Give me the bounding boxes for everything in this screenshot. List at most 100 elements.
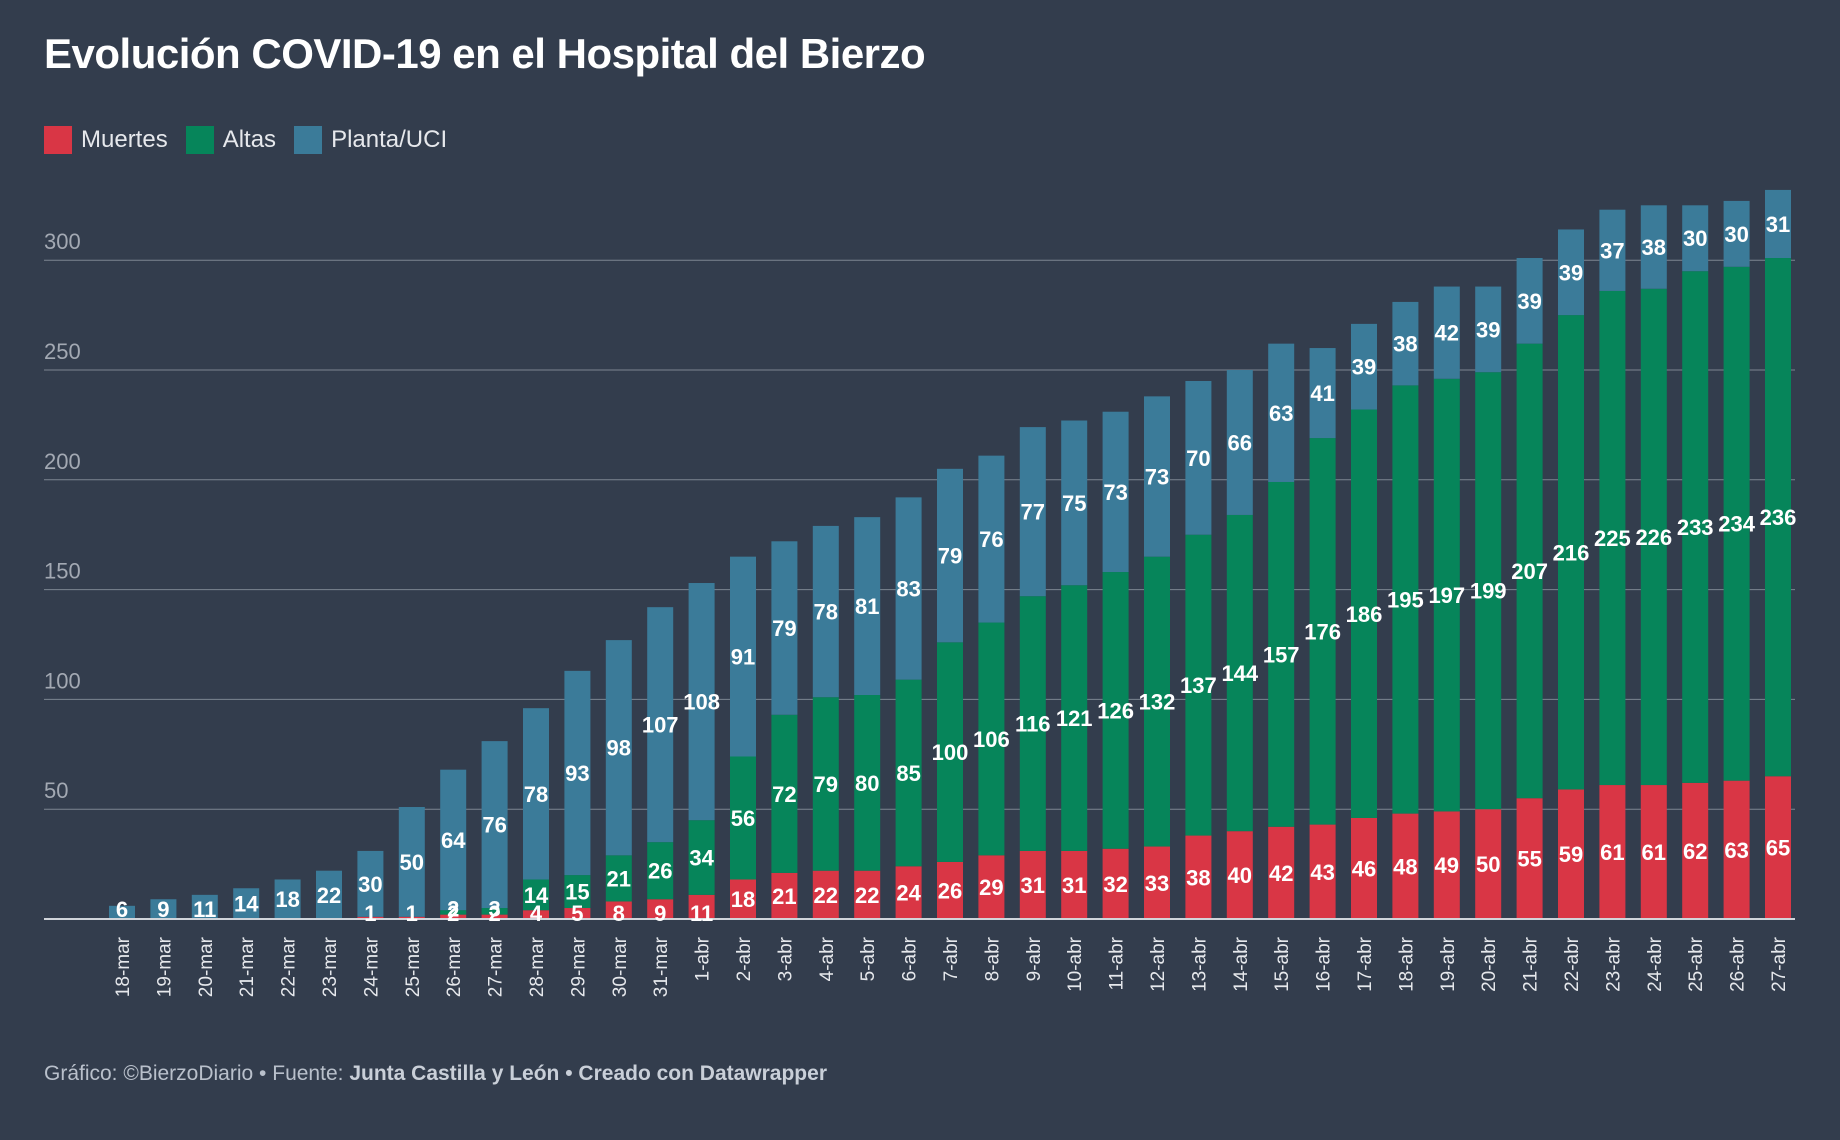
- y-tick-label-300: 300: [44, 229, 81, 254]
- data-label-muertes-30-mar: 8: [613, 901, 625, 926]
- legend-item-altas: Altas: [185, 126, 277, 154]
- data-label-plantauci-23-mar: 22: [317, 883, 341, 908]
- data-label-plantauci-14-abr: 66: [1228, 430, 1252, 455]
- bar-plantauci-3-abr: [771, 541, 798, 715]
- bar-plantauci-31-mar: [647, 607, 674, 843]
- bar-plantauci-18-mar: [109, 905, 135, 919]
- x-tick-label-27-mar: 27-mar: [486, 936, 507, 997]
- bar-muertes-15-abr: [1268, 826, 1295, 919]
- bar-altas-4-abr: [812, 697, 839, 871]
- data-label-muertes-25-mar: 1: [406, 901, 418, 926]
- data-label-plantauci-24-abr: 38: [1642, 235, 1666, 260]
- chart-title: Evolución COVID-19 en el Hospital del Bi…: [44, 30, 926, 77]
- bar-muertes-18-abr: [1392, 813, 1419, 919]
- bar-plantauci-2-abr: [730, 556, 756, 757]
- data-label-plantauci-8-abr: 76: [979, 527, 1003, 552]
- data-label-altas-18-abr: 195: [1387, 587, 1424, 612]
- data-label-altas-14-abr: 144: [1221, 661, 1258, 686]
- x-tick-label-26-mar: 26-mar: [444, 936, 465, 997]
- x-tick-label-24-mar: 24-mar: [361, 936, 382, 997]
- legend-swatch-muertes: [44, 126, 72, 154]
- y-tick-label-150: 150: [44, 559, 81, 584]
- data-label-muertes-21-abr: 55: [1517, 847, 1541, 872]
- data-label-altas-25-abr: 233: [1677, 515, 1714, 540]
- x-tick-label-8-abr: 8-abr: [982, 936, 1003, 981]
- footer-fuente: Junta Castilla y León: [349, 1062, 560, 1085]
- footer-separator-1: •: [259, 1062, 267, 1085]
- x-tick-label-4-abr: 4-abr: [817, 936, 838, 981]
- data-label-plantauci-27-mar: 76: [482, 813, 506, 838]
- x-tick-label-19-abr: 19-abr: [1438, 936, 1459, 992]
- data-label-altas-19-abr: 197: [1428, 583, 1465, 608]
- data-label-muertes-29-mar: 5: [571, 901, 583, 926]
- data-label-muertes-24-abr: 61: [1642, 840, 1666, 865]
- bar-muertes-2-abr: [730, 879, 756, 919]
- bar-plantauci-10-abr: [1061, 420, 1088, 586]
- y-tick-label-50: 50: [44, 778, 68, 803]
- bar-plantauci-23-mar: [316, 870, 342, 919]
- data-label-muertes-1-abr: 11: [690, 901, 713, 926]
- bar-muertes-5-abr: [854, 870, 881, 919]
- data-label-altas-2-abr: 56: [731, 806, 755, 831]
- bar-muertes-28-mar: [523, 910, 549, 919]
- bar-muertes-19-abr: [1433, 811, 1460, 919]
- data-label-plantauci-6-abr: 83: [896, 577, 920, 602]
- data-label-plantauci-28-mar: 78: [524, 782, 548, 807]
- bar-muertes-16-abr: [1309, 824, 1336, 919]
- bar-muertes-26-mar: [440, 914, 467, 919]
- footer-grafico: Gráfico: ©BierzoDiario: [44, 1062, 254, 1085]
- x-tick-label-16-abr: 16-abr: [1314, 936, 1335, 992]
- data-label-plantauci-19-mar: 9: [157, 897, 169, 922]
- bar-muertes-4-abr: [812, 870, 839, 919]
- data-label-muertes-7-abr: 26: [938, 878, 962, 903]
- x-tick-label-23-mar: 23-mar: [320, 936, 341, 997]
- bar-muertes-1-abr: [688, 894, 715, 919]
- bar-muertes-6-abr: [895, 866, 922, 919]
- bar-muertes-26-abr: [1723, 780, 1750, 919]
- bar-plantauci-12-abr: [1144, 396, 1170, 557]
- data-label-plantauci-19-abr: 42: [1435, 321, 1459, 346]
- data-label-muertes-4-abr: 22: [814, 883, 838, 908]
- bar-muertes-8-abr: [978, 855, 1005, 919]
- data-label-altas-20-abr: 199: [1470, 579, 1507, 604]
- bar-altas-2-abr: [730, 756, 756, 880]
- bar-altas-28-mar: [523, 879, 549, 911]
- data-label-altas-28-mar: 14: [524, 883, 549, 908]
- bar-muertes-30-mar: [605, 901, 632, 919]
- data-label-muertes-25-abr: 62: [1683, 839, 1707, 864]
- data-label-plantauci-12-abr: 73: [1145, 465, 1169, 490]
- bar-muertes-25-mar: [398, 916, 425, 919]
- bar-altas-18-abr: [1392, 385, 1419, 814]
- bar-muertes-9-abr: [1019, 850, 1046, 919]
- bar-muertes-31-mar: [647, 899, 674, 919]
- bar-muertes-12-abr: [1144, 846, 1170, 919]
- bar-altas-30-mar: [605, 855, 632, 902]
- x-tick-label-22-abr: 22-abr: [1562, 936, 1583, 992]
- bar-altas-31-mar: [647, 842, 674, 900]
- data-label-plantauci-26-abr: 30: [1724, 222, 1748, 247]
- x-tick-label-1-abr: 1-abr: [693, 936, 714, 981]
- bar-plantauci-20-mar: [191, 894, 218, 919]
- bar-plantauci-21-abr: [1516, 258, 1543, 344]
- data-label-altas-9-abr: 116: [1015, 712, 1051, 737]
- legend-item-planta: Planta/UCI: [294, 126, 447, 154]
- data-label-plantauci-29-mar: 93: [565, 761, 589, 786]
- bar-plantauci-7-abr: [937, 468, 963, 643]
- data-label-plantauci-15-abr: 63: [1269, 401, 1293, 426]
- bar-muertes-10-abr: [1061, 850, 1088, 919]
- legend-label-altas: Altas: [222, 126, 277, 153]
- data-label-muertes-8-abr: 29: [979, 875, 1003, 900]
- bar-muertes-27-abr: [1765, 776, 1791, 919]
- y-tick-label-200: 200: [44, 449, 81, 474]
- bar-altas-25-abr: [1682, 271, 1709, 783]
- x-tick-label-23-abr: 23-abr: [1603, 936, 1624, 992]
- bar-plantauci-25-abr: [1682, 205, 1709, 272]
- x-tick-label-28-mar: 28-mar: [527, 936, 548, 997]
- bar-plantauci-16-abr: [1309, 348, 1336, 439]
- data-label-altas-10-abr: 121: [1056, 706, 1093, 731]
- x-tick-label-9-abr: 9-abr: [1024, 936, 1045, 981]
- bar-plantauci-30-mar: [605, 640, 632, 856]
- bar-altas-7-abr: [937, 642, 963, 862]
- legend-label-planta: Planta/UCI: [331, 126, 448, 153]
- bar-plantauci-22-mar: [274, 879, 301, 919]
